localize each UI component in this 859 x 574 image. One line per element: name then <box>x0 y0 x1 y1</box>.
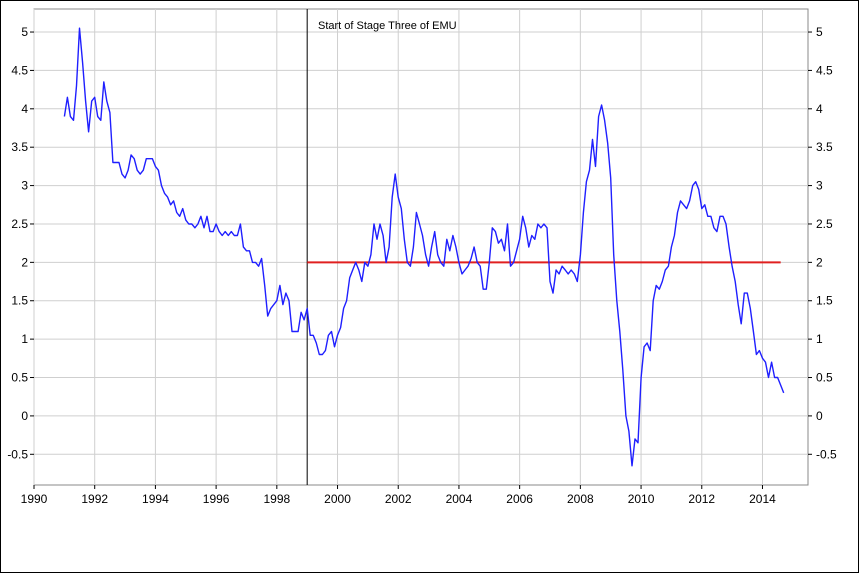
y-tick-label-left: 5 <box>21 25 28 39</box>
x-tick-label: 2004 <box>446 492 473 506</box>
y-tick-label-right: 0 <box>816 409 823 423</box>
vline-annotation: Start of Stage Three of EMU <box>318 20 457 32</box>
y-tick-label-right: 5 <box>816 25 823 39</box>
x-tick-label: 2006 <box>506 492 533 506</box>
x-tick-label: 2002 <box>385 492 412 506</box>
x-tick-label: 1990 <box>21 492 48 506</box>
y-tick-label-right: 1 <box>816 332 823 346</box>
y-tick-label-left: 4 <box>21 102 28 116</box>
y-tick-label-left: 2 <box>21 255 28 269</box>
y-tick-label-left: 1 <box>21 332 28 346</box>
y-tick-label-right: 2 <box>816 255 823 269</box>
y-tick-label-right: 3 <box>816 179 823 193</box>
y-tick-label-left: 4.5 <box>11 63 28 77</box>
x-tick-label: 2014 <box>749 492 776 506</box>
y-tick-label-left: 3 <box>21 179 28 193</box>
series-line <box>63 27 785 467</box>
y-tick-label-left: -0.5 <box>7 447 28 461</box>
grid-lines <box>33 9 808 485</box>
x-tick-label: 2000 <box>324 492 351 506</box>
y-tick-label-left: 0 <box>21 409 28 423</box>
y-tick-label-left: 2.5 <box>11 217 28 231</box>
x-tick-label: 2012 <box>688 492 715 506</box>
y-tick-label-left: 0.5 <box>11 371 28 385</box>
y-tick-label-right: 3.5 <box>816 140 833 154</box>
x-tick-label: 1992 <box>81 492 108 506</box>
axes: 1990 1992 1994 1996 1998 2000 2002 2004 2006 2008… <box>7 25 837 506</box>
plot-area <box>33 8 809 486</box>
x-tick-label: 1996 <box>203 492 230 506</box>
series-layer <box>63 27 785 467</box>
y-tick-label-right: 4.5 <box>816 63 833 77</box>
y-tick-label-left: 3.5 <box>11 140 28 154</box>
y-tick-label-right: 0.5 <box>816 371 833 385</box>
x-tick-label: 2008 <box>567 492 594 506</box>
y-tick-label-right: 1.5 <box>816 294 833 308</box>
x-tick-label: 1994 <box>142 492 169 506</box>
y-tick-label-right: 4 <box>816 102 823 116</box>
x-tick-label: 2010 <box>628 492 655 506</box>
y-tick-label-right: 2.5 <box>816 217 833 231</box>
x-tick-label: 1998 <box>263 492 290 506</box>
y-tick-label-left: 1.5 <box>11 294 28 308</box>
y-tick-label-right: -0.5 <box>816 447 837 461</box>
